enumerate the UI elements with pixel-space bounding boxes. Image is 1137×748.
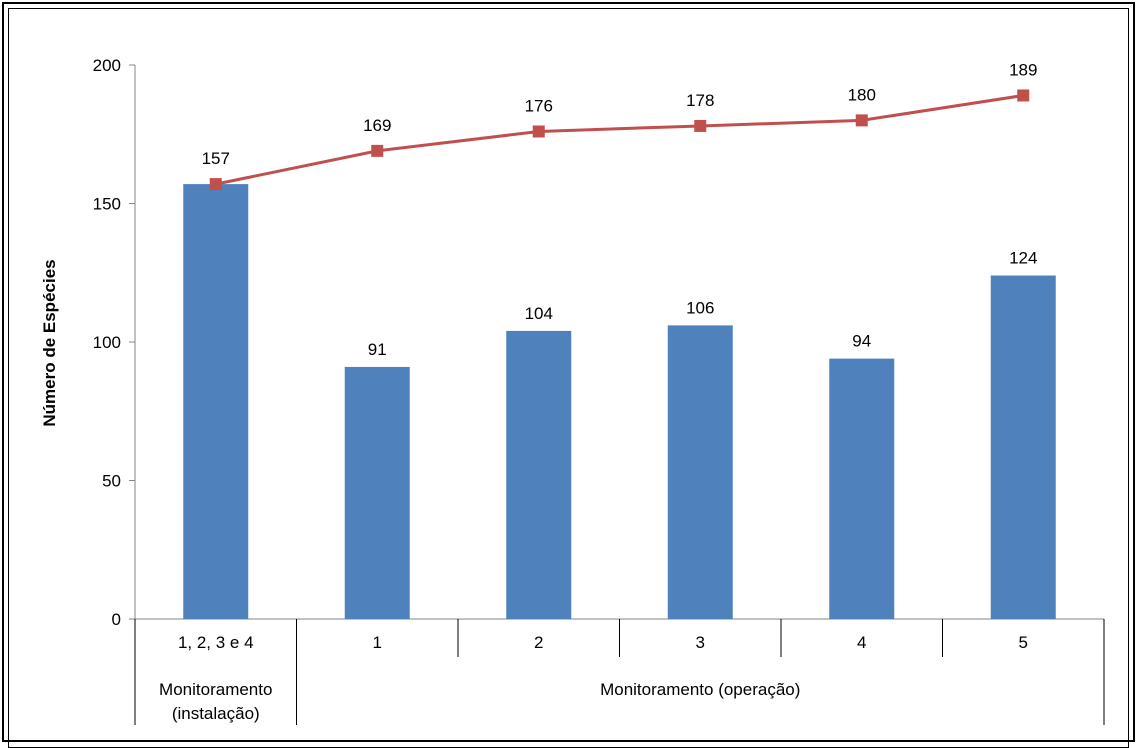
bar-data-label: 124 bbox=[1009, 249, 1037, 268]
y-axis-label: Número de Espécies bbox=[40, 259, 59, 426]
group-label-line: Monitoramento (operação) bbox=[600, 680, 800, 699]
line-series-path bbox=[215, 93, 1024, 186]
species-chart: 0 50 100 150 200 1, 2, 3 e 4 1 2 3 4 5 Monitorament… bbox=[40, 56, 1105, 725]
data-labels: 91 104 106 94 124 157 169 176 178 180 189 bbox=[202, 60, 1038, 358]
bars bbox=[183, 184, 1056, 620]
x-tick-label: 1, 2, 3 e 4 bbox=[178, 633, 254, 652]
line-data-label: 169 bbox=[363, 116, 391, 135]
line-point-marker bbox=[532, 125, 545, 138]
x-tick-label: 1 bbox=[373, 633, 382, 652]
x-tick-label: 5 bbox=[1019, 633, 1028, 652]
line-data-label: 176 bbox=[525, 96, 553, 115]
group-label-line: Monitoramento bbox=[159, 680, 272, 699]
bar-data-label: 94 bbox=[852, 332, 871, 351]
bar bbox=[183, 184, 249, 620]
line-point-marker bbox=[855, 114, 868, 127]
bar bbox=[990, 275, 1056, 619]
line-point-marker bbox=[209, 178, 222, 191]
line-data-label: 178 bbox=[686, 91, 714, 110]
line-point-marker bbox=[694, 119, 707, 132]
y-tick-label: 100 bbox=[93, 333, 121, 352]
bar bbox=[344, 366, 410, 619]
x-tick-label: 3 bbox=[696, 633, 705, 652]
line-data-label: 180 bbox=[848, 85, 876, 104]
group-label-line: (instalação) bbox=[172, 704, 260, 723]
cumulative-line bbox=[209, 89, 1030, 191]
line-data-label: 157 bbox=[202, 149, 230, 168]
line-point-marker bbox=[371, 144, 384, 157]
bar bbox=[506, 330, 572, 619]
y-tick-label: 150 bbox=[93, 195, 121, 214]
bar-data-label: 91 bbox=[368, 340, 387, 359]
line-point-marker bbox=[1017, 89, 1030, 102]
y-tick-label: 50 bbox=[102, 472, 121, 491]
x-tick-label: 4 bbox=[857, 633, 866, 652]
y-tick-label: 0 bbox=[112, 610, 121, 629]
bar bbox=[667, 325, 733, 619]
y-tick-label: 200 bbox=[93, 56, 121, 75]
bar bbox=[829, 358, 895, 619]
line-data-label: 189 bbox=[1009, 60, 1037, 79]
axes: 0 50 100 150 200 1, 2, 3 e 4 1 2 3 4 5 Monitorament… bbox=[93, 56, 1105, 725]
bar-data-label: 104 bbox=[525, 304, 553, 323]
x-tick-label: 2 bbox=[534, 633, 543, 652]
bar-data-label: 106 bbox=[686, 298, 714, 317]
